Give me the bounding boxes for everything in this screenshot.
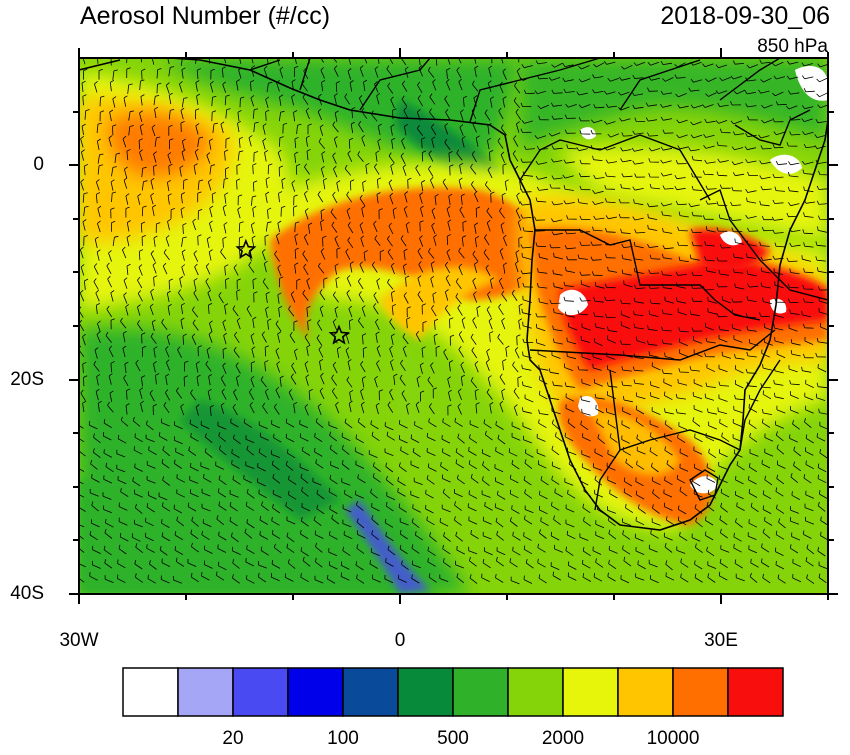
colorbar-swatch (232, 667, 289, 717)
country-borders (249, 58, 828, 511)
lon-label-30e: 30E (704, 630, 738, 651)
colorbar-swatch (562, 667, 619, 717)
colorbar-swatch (287, 667, 344, 717)
station-star-marker (235, 238, 257, 259)
station-star-marker (328, 324, 350, 345)
timestamp: 2018-09-30_06 (660, 2, 830, 30)
colorbar-label-100: 100 (327, 728, 359, 749)
map-title: Aerosol Number (#/cc) (80, 2, 331, 30)
pressure-level: 850 hPa (757, 36, 828, 57)
colorbar-swatch (672, 667, 729, 717)
lat-label-40s: 40S (10, 583, 44, 604)
lat-label-20s: 20S (10, 369, 44, 390)
colorbar-label-10000: 10000 (646, 728, 700, 749)
lon-label-0: 0 (394, 630, 406, 651)
colorbar-label-2000: 2000 (541, 728, 585, 749)
colorbar-swatch (342, 667, 399, 717)
coastlines (79, 58, 828, 531)
colorbar-swatch (177, 667, 234, 717)
colorbar-swatch (507, 667, 564, 717)
colorbar-label-20: 20 (222, 728, 244, 749)
lat-label-0: 0 (33, 154, 44, 175)
colorbar-swatch (397, 667, 454, 717)
colorbar-label-500: 500 (437, 728, 469, 749)
lon-label-30w: 30W (59, 630, 99, 651)
aerosol-field (79, 58, 828, 594)
colorbar-swatch (617, 667, 674, 717)
colorbar-swatch (122, 667, 179, 717)
axis-ticks (69, 48, 838, 604)
colorbar-swatch (452, 667, 509, 717)
colorbar-swatch (727, 667, 784, 717)
station-markers (235, 238, 350, 345)
colorbar (122, 667, 784, 717)
